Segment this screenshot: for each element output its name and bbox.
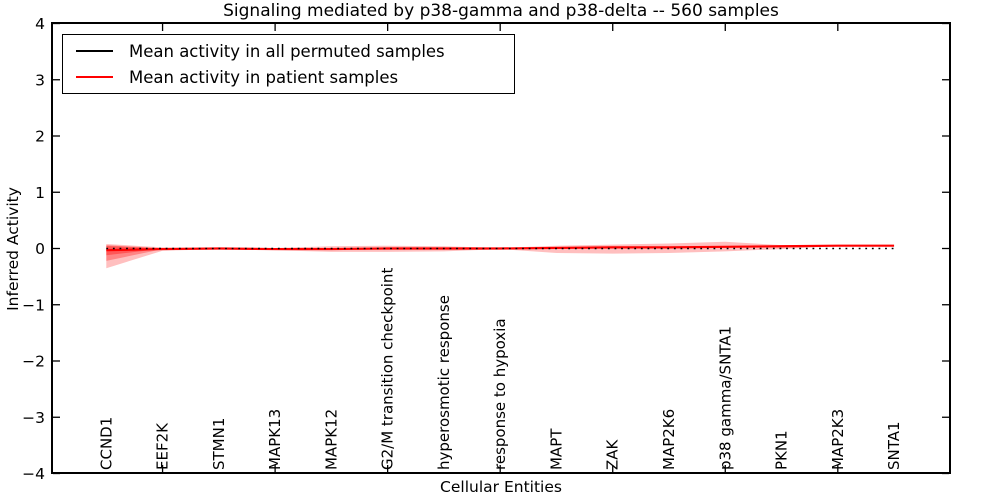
category-label: hyperosmotic response: [435, 295, 453, 470]
category-label: CCND1: [97, 417, 115, 470]
x-axis-label: Cellular Entities: [440, 478, 562, 496]
legend: Mean activity in all permuted samples Me…: [62, 34, 515, 94]
category-label: MAPT: [547, 428, 565, 470]
y-axis-label: Inferred Activity: [4, 187, 22, 311]
y-tick-label: 3: [35, 71, 45, 89]
black-line-icon: [76, 50, 113, 52]
plot-border: [51, 22, 951, 474]
y-tick-label: 0: [35, 240, 45, 258]
y-tick-label: −2: [22, 353, 45, 371]
y-tick-label: −4: [22, 465, 45, 483]
category-label: MAP2K3: [829, 409, 847, 470]
category-label: EEF2K: [154, 422, 172, 470]
category-label: p38 gamma/SNTA1: [716, 326, 734, 470]
category-label: STMN1: [210, 418, 228, 470]
y-tick-label: −1: [22, 296, 45, 314]
legend-label: Mean activity in patient samples: [129, 67, 399, 87]
y-tick-label: 2: [35, 128, 45, 146]
category-label: MAPK12: [322, 409, 340, 470]
y-tick-label: −3: [22, 409, 45, 427]
y-tick-label: 4: [35, 15, 45, 33]
red-line-icon: [76, 76, 113, 78]
category-label: PKN1: [773, 430, 791, 470]
legend-item-permuted: Mean activity in all permuted samples: [63, 42, 514, 61]
category-label: ZAK: [604, 438, 622, 470]
legend-item-patient: Mean activity in patient samples: [63, 68, 514, 87]
legend-label: Mean activity in all permuted samples: [129, 41, 445, 61]
category-label: G2/M transition checkpoint: [379, 268, 397, 470]
chart-title: Signaling mediated by p38-gamma and p38-…: [223, 1, 779, 21]
patient-mean-line: [106, 244, 895, 252]
category-label: MAP2K6: [660, 409, 678, 470]
category-label: response to hypoxia: [491, 318, 509, 470]
category-label: SNTA1: [885, 421, 903, 470]
category-label: MAPK13: [266, 409, 284, 470]
y-tick-label: 1: [35, 184, 45, 202]
